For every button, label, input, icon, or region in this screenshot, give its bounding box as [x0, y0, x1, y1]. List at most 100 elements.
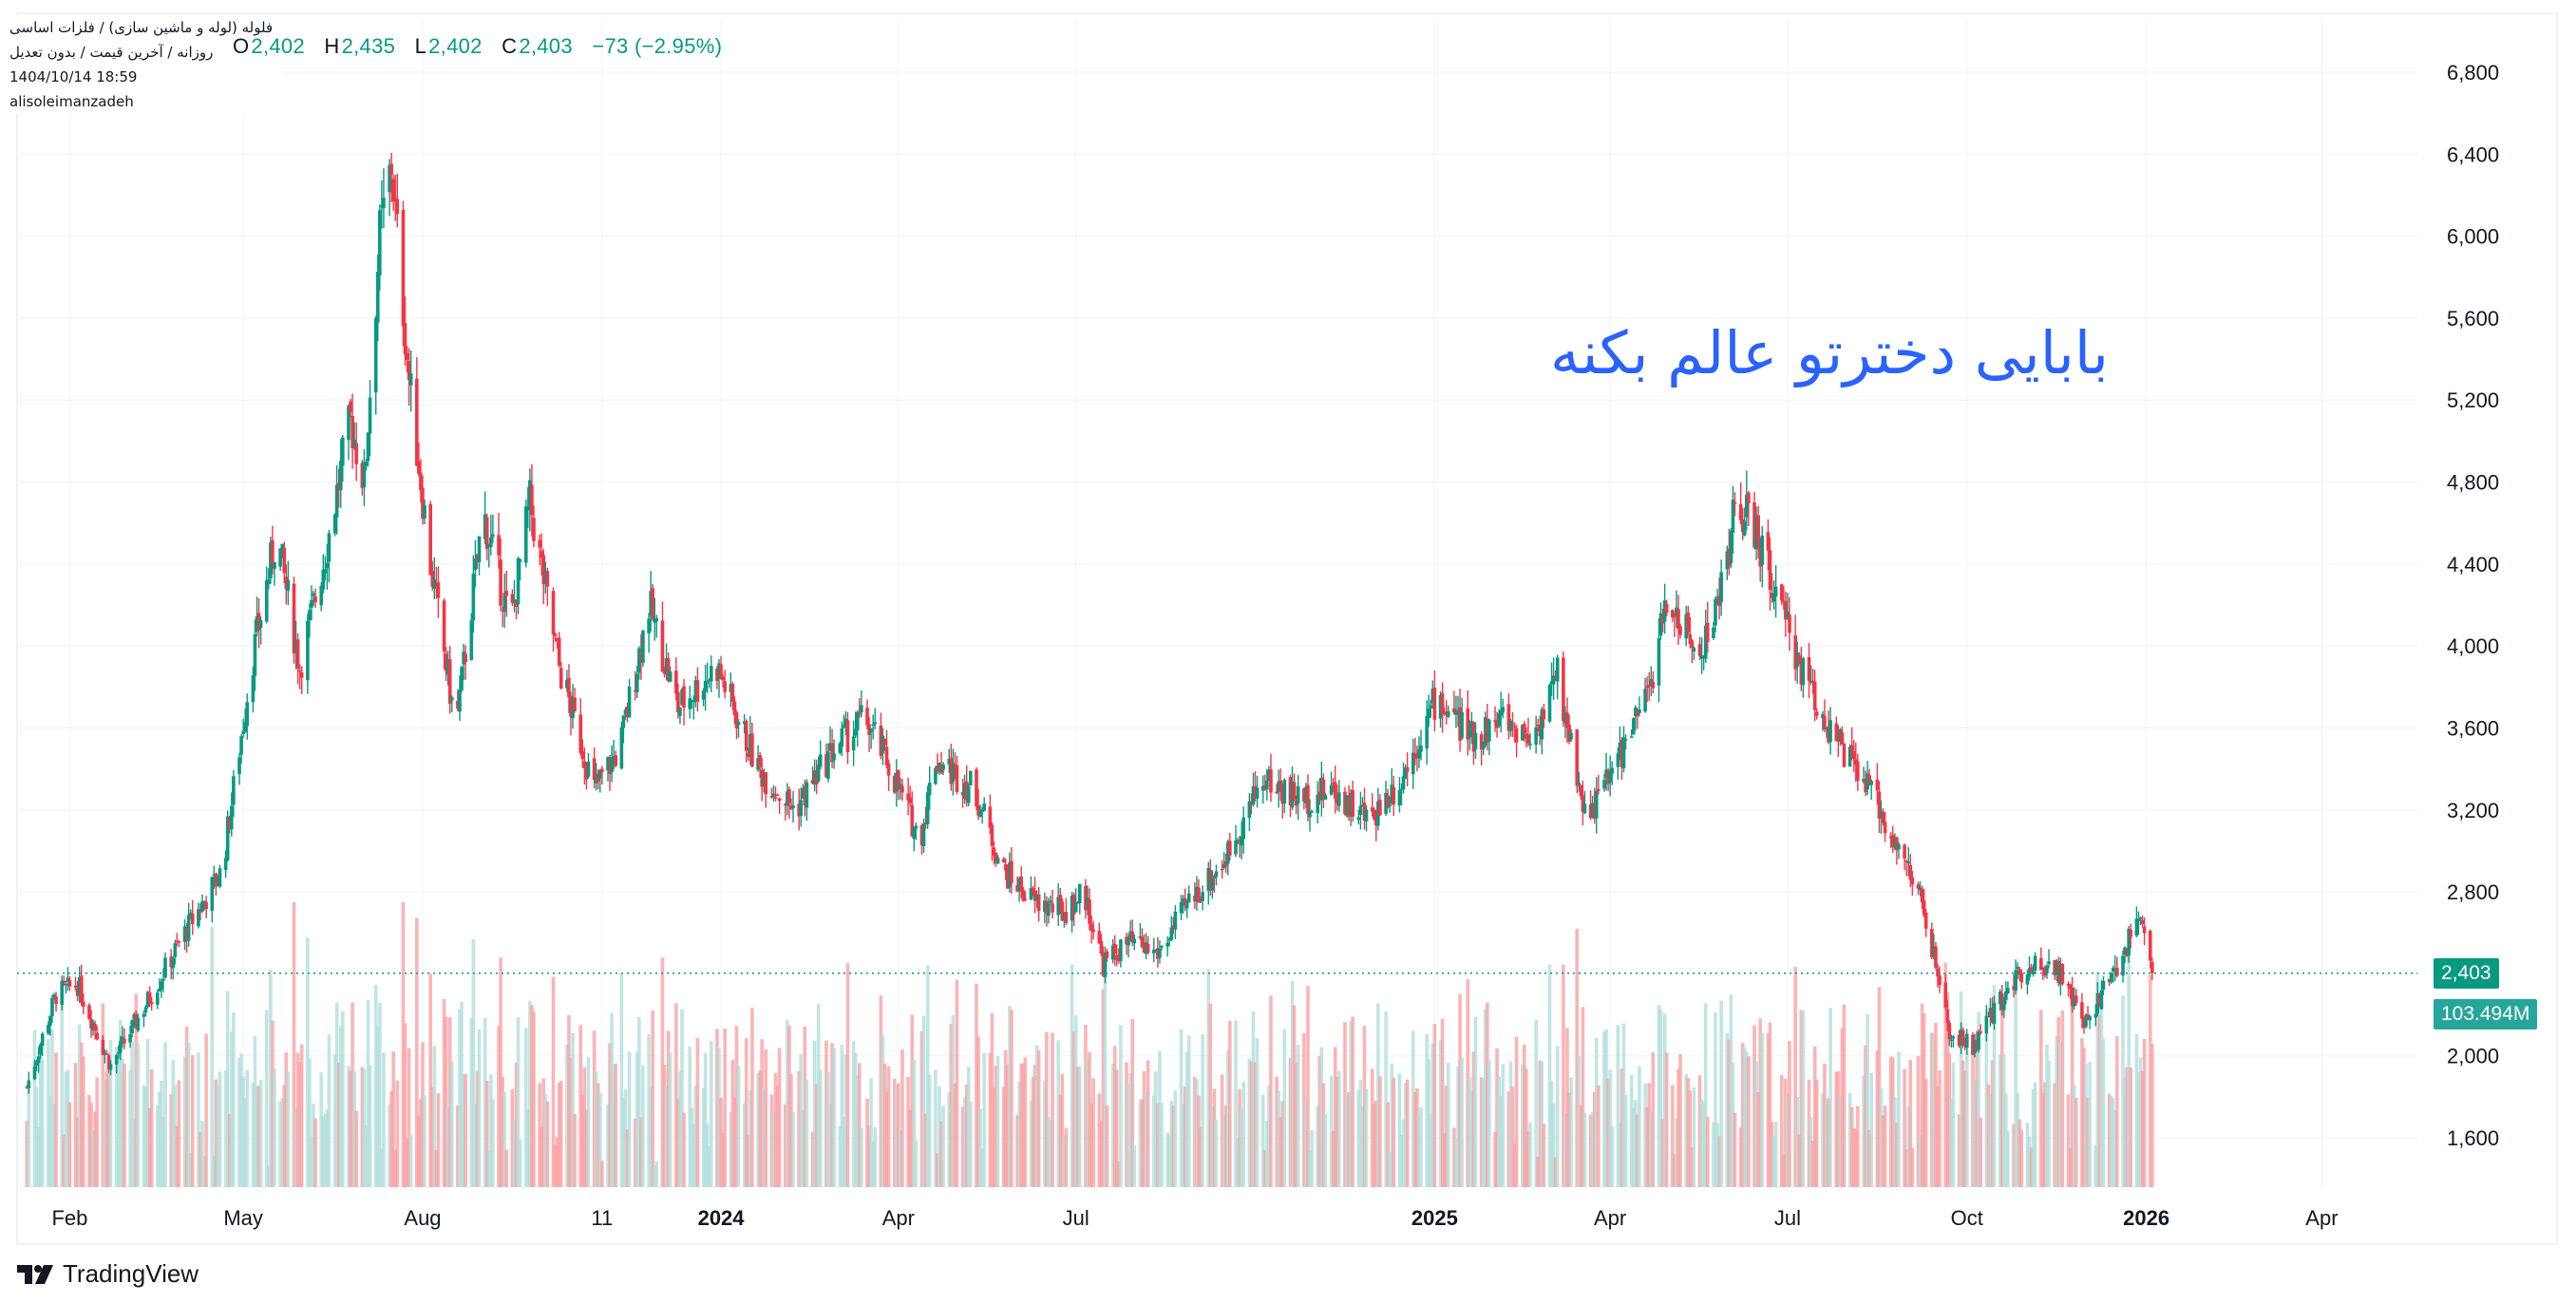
candle-body — [586, 761, 591, 777]
candle-body — [1440, 692, 1445, 715]
volume-bar — [2107, 1093, 2112, 1187]
volume-bar — [592, 1030, 597, 1187]
candle-body — [1304, 786, 1308, 803]
volume-bar — [50, 1029, 54, 1187]
volume-bar — [1319, 1047, 1324, 1187]
candle-body — [1499, 709, 1503, 716]
volume-bar — [623, 1089, 628, 1187]
volume-bar — [449, 1061, 454, 1187]
volume-bar — [1499, 1096, 1503, 1187]
volume-bar — [1238, 1089, 1241, 1187]
candle-body — [717, 663, 721, 679]
candle-body — [719, 664, 723, 678]
volume-bar — [2053, 1083, 2056, 1187]
candle-body — [373, 318, 378, 393]
candle-body — [715, 668, 719, 681]
volume-bar — [960, 1106, 965, 1187]
candle-body — [1151, 949, 1156, 954]
candle-body — [1075, 902, 1080, 904]
candle-body — [366, 432, 370, 462]
volume-bar — [688, 1047, 692, 1187]
candle-body — [842, 725, 846, 728]
candle-body — [1179, 901, 1184, 914]
candle-body — [2113, 967, 2117, 971]
volume-bar — [1351, 1016, 1354, 1187]
candle-body — [442, 600, 446, 652]
volume-bar — [512, 1120, 517, 1187]
candle-body — [1719, 572, 1723, 602]
volume-bar — [769, 1094, 774, 1187]
candle-body — [349, 401, 352, 412]
candle-body — [1317, 791, 1322, 799]
candle-body — [1154, 950, 1158, 952]
y-tick-label: 6,800 — [2447, 61, 2499, 85]
candle-body — [77, 976, 82, 996]
volume-bar — [227, 1114, 232, 1187]
volume-bar — [375, 1027, 380, 1187]
volume-bar — [484, 1080, 489, 1187]
candle-body — [256, 613, 261, 631]
candle-body — [380, 205, 384, 207]
candle-body — [1292, 782, 1297, 801]
candle-body — [504, 591, 509, 596]
candle-body — [1773, 586, 1778, 597]
volume-bar — [1466, 978, 1470, 1187]
candle-body — [1047, 903, 1051, 916]
candle-body — [1699, 655, 1704, 659]
candle-body — [908, 797, 912, 803]
candle-body — [1223, 860, 1228, 867]
volume-bar — [773, 1072, 778, 1187]
candle-body — [1986, 1015, 1991, 1018]
candle-body — [32, 1066, 37, 1080]
volume-bar — [879, 995, 883, 1187]
volume-bar — [1799, 1010, 1804, 1187]
candle-body — [1130, 932, 1135, 943]
candle-body — [1181, 898, 1185, 902]
candle-body — [1097, 931, 1102, 944]
candle-body — [1771, 594, 1776, 602]
volume-bar — [393, 1149, 398, 1187]
candle-body — [1364, 809, 1369, 821]
candle-body — [2123, 947, 2127, 954]
tradingview-logo[interactable]: TradingView — [17, 1259, 199, 1289]
candle-body — [510, 594, 515, 603]
candle-body — [843, 718, 848, 727]
volume-bar — [1469, 1090, 1474, 1187]
volume-bar — [1045, 1031, 1049, 1187]
candle-body — [1351, 790, 1354, 818]
candle-body — [921, 823, 926, 846]
candle-body — [559, 668, 563, 689]
volume-bar — [1144, 1091, 1148, 1187]
volume-bar — [1099, 1121, 1104, 1187]
candle-body — [1877, 791, 1882, 819]
text-annotation[interactable]: بابایی دخترتو عالم بکنه — [1550, 318, 2109, 387]
volume-bar — [828, 1104, 832, 1187]
candle-body — [364, 462, 369, 466]
volume-bar — [1306, 986, 1310, 1187]
candle-body — [2041, 967, 2045, 970]
candle-body — [486, 544, 491, 548]
volume-bar — [586, 1057, 591, 1187]
volume-bar — [325, 1109, 330, 1187]
volume-bar — [612, 1064, 616, 1187]
volume-bar — [1468, 1077, 1472, 1187]
volume-bar — [1119, 1025, 1123, 1187]
volume-bar — [327, 1034, 331, 1187]
candle-body — [2074, 995, 2078, 1004]
volume-bar — [2148, 974, 2152, 1187]
candle-body — [1510, 723, 1515, 725]
candle-body — [75, 988, 80, 996]
candle-body — [456, 700, 460, 709]
volume-bar — [1415, 1087, 1419, 1187]
volume-bar — [732, 1096, 737, 1187]
volume-bar — [1703, 1003, 1708, 1187]
volume-bar — [286, 1071, 291, 1187]
volume-bar — [2084, 1063, 2088, 1187]
volume-bar — [1349, 1020, 1353, 1187]
candle-body — [1430, 689, 1435, 704]
volume-bar — [1867, 1129, 1871, 1187]
candle-body — [1360, 804, 1365, 807]
candle-body — [608, 759, 612, 774]
candle-body — [810, 780, 815, 784]
